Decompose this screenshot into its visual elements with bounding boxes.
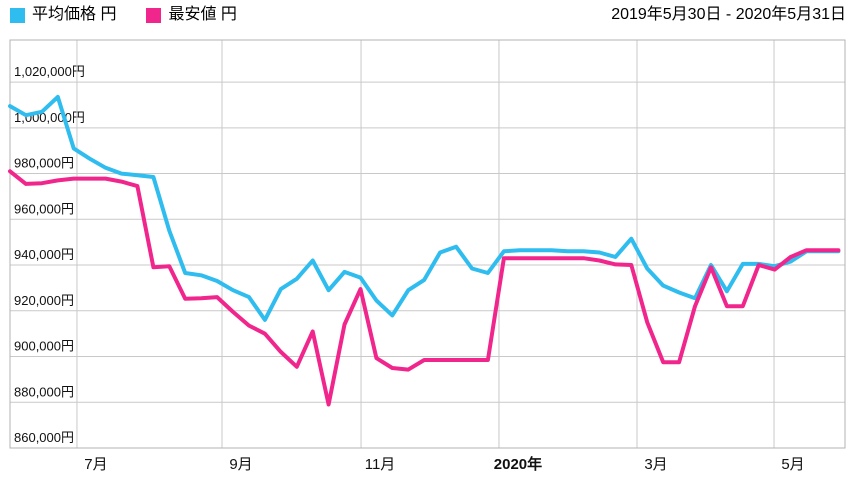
x-axis-tick-label: 11月 <box>365 456 396 473</box>
chart-header: 平均価格 円 最安値 円 2019年5月30日 - 2020年5月31日 <box>0 0 854 36</box>
legend-item-lowest-price: 最安値 円 <box>146 6 237 23</box>
x-axis-tick-label: 7月 <box>84 456 107 473</box>
y-axis-tick-label: 1,000,000円 <box>14 110 85 125</box>
legend: 平均価格 円 最安値 円 <box>10 7 237 23</box>
y-axis-tick-label: 980,000円 <box>14 156 74 171</box>
x-axis-tick-label: 9月 <box>229 456 252 473</box>
average-price-swatch-icon <box>10 7 25 23</box>
y-axis-tick-label: 880,000円 <box>14 384 74 399</box>
y-axis-tick-label: 940,000円 <box>14 247 74 262</box>
plot-border <box>9 39 846 449</box>
legend-label-average-price: 平均価格 円 <box>32 6 117 23</box>
legend-label-lowest-price: 最安値 円 <box>168 6 237 23</box>
legend-item-average-price: 平均価格 円 <box>10 7 116 23</box>
x-axis-tick-label: 5月 <box>781 456 804 473</box>
lowest-price-line <box>8 169 841 407</box>
x-axis-tick-label: 2020年 <box>494 455 542 473</box>
lowest-price-swatch-icon <box>146 7 162 23</box>
average-price-line <box>8 94 841 322</box>
y-axis-tick-label: 900,000円 <box>14 339 74 354</box>
date-range-label: 2019年5月30日 - 2020年5月31日 <box>611 6 846 23</box>
y-axis-tick-label: 860,000円 <box>14 430 74 445</box>
y-axis-tick-label: 920,000円 <box>14 293 74 308</box>
y-axis-tick-label: 960,000円 <box>14 201 74 216</box>
x-axis-tick-label: 3月 <box>644 456 667 473</box>
y-axis-tick-label: 1,020,000円 <box>14 64 85 79</box>
